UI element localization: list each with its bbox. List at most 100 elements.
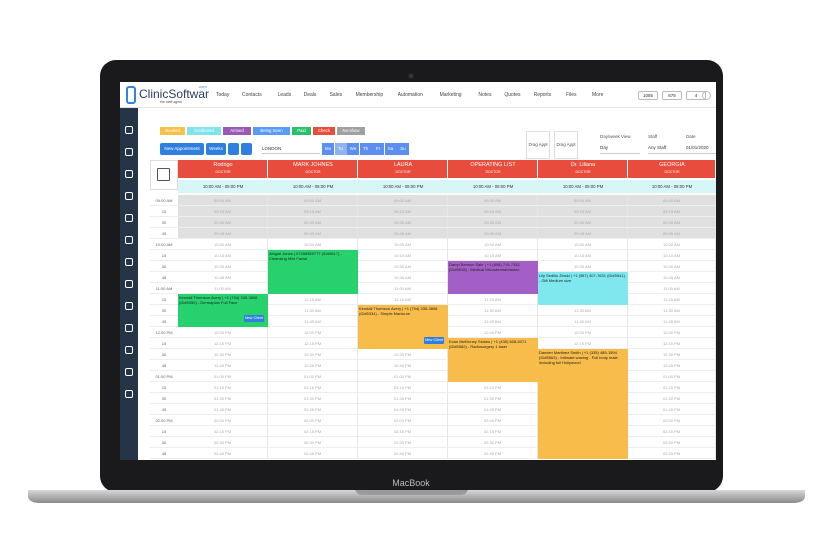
slot[interactable]: 11:00 AM <box>358 283 448 294</box>
slot[interactable]: 10:00 AM <box>268 239 358 250</box>
slot[interactable]: 02:45 PM <box>628 448 716 459</box>
slot[interactable]: 02:15 PM <box>628 426 716 437</box>
slot[interactable]: 09:30 AM <box>538 217 628 228</box>
sidebar-icon[interactable] <box>125 346 133 354</box>
slot[interactable]: 01:45 PM <box>178 404 268 415</box>
tool-button[interactable]: 878 <box>662 91 682 100</box>
slot[interactable]: 12:00 PM <box>448 327 538 338</box>
slot[interactable]: 12:15 PM <box>628 338 716 349</box>
slot[interactable]: 02:45 PM <box>448 448 538 459</box>
slot[interactable]: 01:30 PM <box>358 393 448 404</box>
slot[interactable]: 01:15 PM <box>448 382 538 393</box>
day-button[interactable]: Tu <box>334 143 347 155</box>
day-button[interactable]: Su <box>397 143 409 155</box>
slot[interactable]: 12:30 PM <box>178 349 268 360</box>
new-appointment-button[interactable]: New Appointment <box>160 143 204 155</box>
slot[interactable]: 09:00 AM <box>358 195 448 206</box>
slot[interactable]: 02:00 PM <box>448 415 538 426</box>
slot[interactable]: 01:00 PM <box>358 371 448 382</box>
slot[interactable]: 10:00 AM <box>178 239 268 250</box>
slot[interactable]: 11:30 AM <box>538 305 628 316</box>
slot[interactable]: 12:30 PM <box>628 349 716 360</box>
slot[interactable]: 11:30 AM <box>268 305 358 316</box>
nav-item[interactable]: Files <box>566 92 577 98</box>
slot[interactable]: 09:45 AM <box>538 228 628 239</box>
slot[interactable]: 09:45 AM <box>178 228 268 239</box>
day-button[interactable]: Mo <box>322 143 334 155</box>
slot[interactable]: 10:15 AM <box>538 250 628 261</box>
slot[interactable]: 02:00 PM <box>628 415 716 426</box>
slot[interactable]: 01:00 PM <box>628 371 716 382</box>
nav-item[interactable]: Membership <box>355 92 384 98</box>
slot[interactable]: 01:30 PM <box>628 393 716 404</box>
slot[interactable]: 11:15 AM <box>448 294 538 305</box>
refresh-button[interactable] <box>228 143 239 155</box>
slot[interactable]: 12:30 PM <box>268 349 358 360</box>
slot[interactable]: 11:00 AM <box>628 283 716 294</box>
slot[interactable]: 10:30 AM <box>628 261 716 272</box>
slot[interactable]: 11:45 AM <box>538 316 628 327</box>
slot[interactable]: 10:00 AM <box>628 239 716 250</box>
slot[interactable]: 10:15 AM <box>628 250 716 261</box>
slot[interactable]: 11:45 AM <box>268 316 358 327</box>
appointment[interactable] <box>268 250 358 294</box>
staff-select[interactable]: Any Staff <box>648 145 688 154</box>
slot[interactable]: 01:45 PM <box>628 404 716 415</box>
slot[interactable]: 09:15 AM <box>538 206 628 217</box>
new-client-badge[interactable]: New Client <box>424 337 444 344</box>
slot[interactable]: 01:15 PM <box>628 382 716 393</box>
print-button[interactable] <box>241 143 252 155</box>
slot[interactable]: 09:15 AM <box>358 206 448 217</box>
slot[interactable]: 10:30 AM <box>538 261 628 272</box>
slot[interactable]: 12:00 PM <box>628 327 716 338</box>
slot[interactable]: 01:15 PM <box>178 382 268 393</box>
slot[interactable]: 09:15 AM <box>268 206 358 217</box>
sidebar-icon[interactable] <box>125 390 133 398</box>
sidebar-icon[interactable] <box>125 192 133 200</box>
nav-item[interactable]: Notes <box>478 92 492 98</box>
slot[interactable]: 01:30 PM <box>178 393 268 404</box>
slot[interactable]: 11:45 AM <box>448 316 538 327</box>
day-button[interactable]: We <box>347 143 359 155</box>
new-client-badge[interactable]: New Client <box>244 315 264 322</box>
slot[interactable]: 10:30 AM <box>358 261 448 272</box>
location-select[interactable]: LONDON <box>262 144 320 154</box>
date-select[interactable]: 01/01/2020 <box>686 145 716 154</box>
slot[interactable]: 02:30 PM <box>358 437 448 448</box>
slot[interactable]: 09:00 AM <box>628 195 716 206</box>
slot[interactable]: 10:15 AM <box>358 250 448 261</box>
sidebar-icon[interactable] <box>125 236 133 244</box>
slot[interactable]: 10:00 AM <box>448 239 538 250</box>
slot[interactable]: 09:15 AM <box>448 206 538 217</box>
slot[interactable]: 02:45 PM <box>178 448 268 459</box>
tool-button[interactable]: 1085 <box>638 91 658 100</box>
nav-item[interactable]: Leads <box>277 92 292 98</box>
slot[interactable]: 01:45 PM <box>448 404 538 415</box>
slot[interactable]: 12:00 PM <box>178 327 268 338</box>
slot[interactable]: 10:45 AM <box>178 272 268 283</box>
slot[interactable]: 12:30 PM <box>358 349 448 360</box>
slot[interactable]: 09:00 AM <box>268 195 358 206</box>
slot[interactable]: 12:45 PM <box>178 360 268 371</box>
slot[interactable]: 01:30 PM <box>448 393 538 404</box>
day-button[interactable]: Fr <box>372 143 384 155</box>
slot[interactable]: 02:30 PM <box>178 437 268 448</box>
day-button[interactable]: Sa <box>384 143 397 155</box>
slot[interactable]: 01:30 PM <box>268 393 358 404</box>
slot[interactable]: 02:00 PM <box>358 415 448 426</box>
sidebar-icon[interactable] <box>125 280 133 288</box>
slot[interactable]: 10:00 AM <box>538 239 628 250</box>
slot[interactable]: 01:15 PM <box>358 382 448 393</box>
menu-button[interactable] <box>702 91 711 100</box>
slot[interactable]: 10:15 AM <box>448 250 538 261</box>
sidebar-icon[interactable] <box>125 126 133 134</box>
slot[interactable]: 09:30 AM <box>178 217 268 228</box>
slot[interactable]: 02:45 PM <box>358 448 448 459</box>
slot[interactable]: 10:00 AM <box>358 239 448 250</box>
nav-item[interactable]: Contacts <box>242 92 262 98</box>
slot[interactable]: 09:30 AM <box>448 217 538 228</box>
slot[interactable]: 09:00 AM <box>178 195 268 206</box>
appointment[interactable] <box>538 272 628 305</box>
day-button[interactable]: Th <box>359 143 372 155</box>
slot[interactable]: 11:00 AM <box>178 283 268 294</box>
